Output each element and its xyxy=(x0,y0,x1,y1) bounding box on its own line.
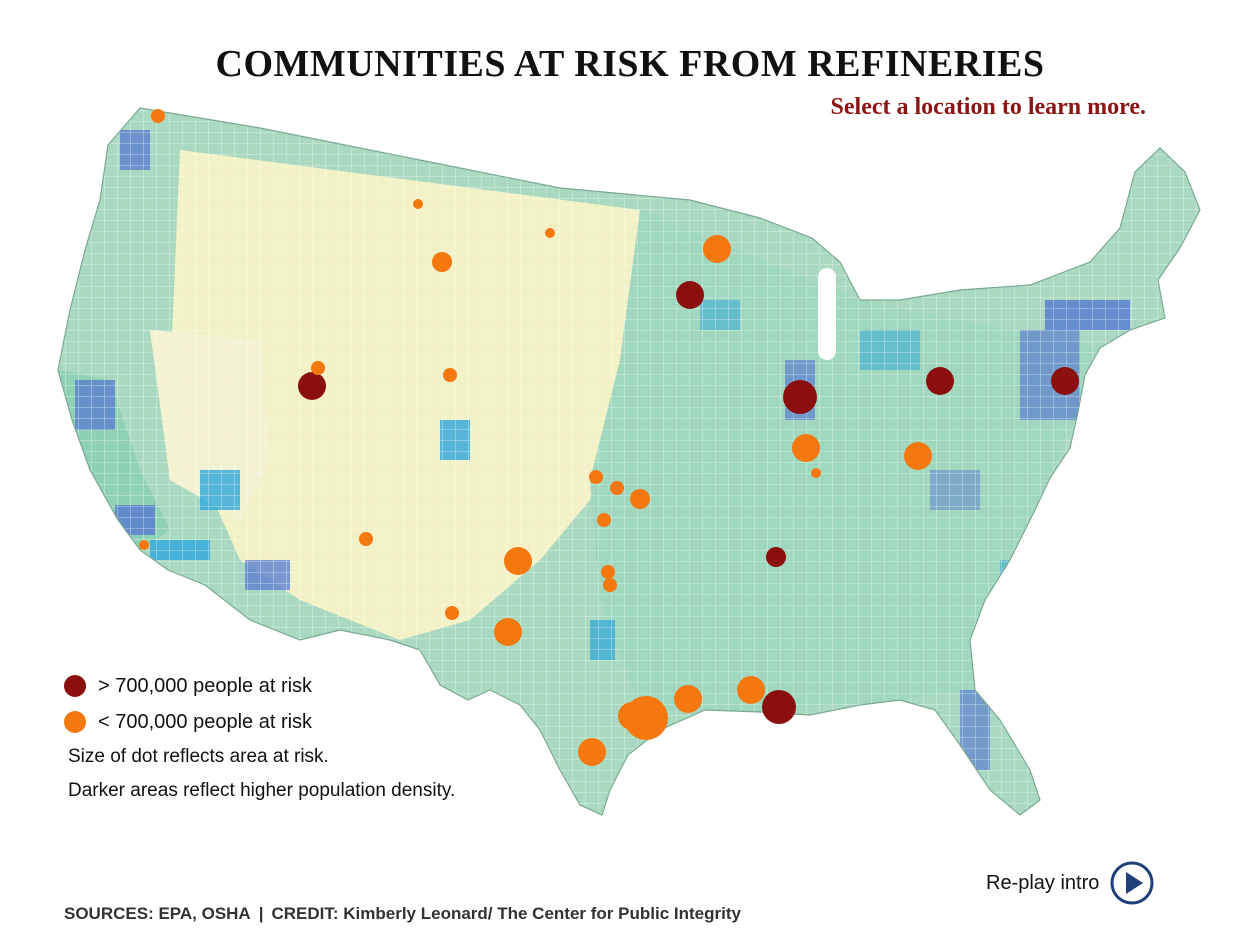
refinery-dot-coffeyville-ks[interactable] xyxy=(630,489,650,509)
footer-credits: SOURCES: EPA, OSHA | CREDIT: Kimberly Leon… xyxy=(64,904,741,924)
refinery-dot-port-arthur-tx[interactable] xyxy=(674,685,702,713)
low-risk-dot-icon xyxy=(64,711,86,733)
refinery-dot-mandan-nd[interactable] xyxy=(545,228,555,238)
refinery-dot-el-dorado-ks[interactable] xyxy=(610,481,624,495)
refinery-dot-chicago-il[interactable] xyxy=(783,380,817,414)
refinery-dot-salt-lake-city-ut[interactable] xyxy=(298,372,326,400)
refinery-dot-superior-wi[interactable] xyxy=(703,235,731,263)
legend-high-risk: > 700,000 people at risk xyxy=(64,668,455,704)
select-location-prompt: Select a location to learn more. xyxy=(830,94,1146,120)
refinery-dot-lake-charles-la[interactable] xyxy=(737,676,765,704)
refinery-dot-cheyenne-wy[interactable] xyxy=(443,368,457,382)
refinery-dot-mcpherson-ks[interactable] xyxy=(589,470,603,484)
refinery-dot-wood-river-il[interactable] xyxy=(811,468,821,478)
refinery-dot-woods-cross-ut[interactable] xyxy=(311,361,325,375)
footer-separator: | xyxy=(258,904,264,923)
play-icon xyxy=(1110,861,1154,905)
replay-intro-button[interactable]: Re-play intro xyxy=(986,860,1155,906)
refinery-dot-corpus-christi-tx[interactable] xyxy=(578,738,606,766)
legend: > 700,000 people at risk < 700,000 peopl… xyxy=(64,668,455,808)
replay-intro-label: Re-play intro xyxy=(986,871,1100,894)
refinery-dot-baton-rouge-la[interactable] xyxy=(762,690,796,724)
legend-note-density: Darker areas reflect higher population d… xyxy=(68,780,456,801)
refinery-dot-ponca-city-ok[interactable] xyxy=(597,513,611,527)
legend-note-size: Size of dot reflects area at risk. xyxy=(68,746,329,767)
refinery-dot-houston-cluster[interactable] xyxy=(618,702,646,730)
refinery-dot-st-paul-mn[interactable] xyxy=(676,281,704,309)
refinery-dot-artesia-nm[interactable] xyxy=(445,606,459,620)
refinery-dot-el-dorado-ar[interactable] xyxy=(766,547,786,567)
refinery-dot-canton-oh[interactable] xyxy=(904,442,932,470)
refinery-dot-tulsa-ok[interactable] xyxy=(601,565,615,579)
legend-high-label: > 700,000 people at risk xyxy=(98,674,313,697)
legend-low-risk: < 700,000 people at risk xyxy=(64,704,455,740)
legend-low-label: < 700,000 people at risk xyxy=(98,710,313,733)
refinery-dot-big-spring-tx[interactable] xyxy=(494,618,522,646)
refinery-dot-great-falls-mt[interactable] xyxy=(413,199,423,209)
high-risk-dot-icon xyxy=(64,675,86,697)
page-title: COMMUNITIES AT RISK FROM REFINERIES xyxy=(215,43,1045,85)
refinery-dot-ardmore-ok[interactable] xyxy=(603,578,617,592)
footer-sources: SOURCES: EPA, OSHA xyxy=(64,904,251,923)
lake-michigan xyxy=(818,268,836,360)
refinery-dot-philadelphia-pa[interactable] xyxy=(1051,367,1079,395)
refinery-dot-billings-mt[interactable] xyxy=(432,252,452,272)
refinery-dot-anacortes-wa[interactable] xyxy=(151,109,165,123)
refinery-dot-bloomfield-nm[interactable] xyxy=(359,532,373,546)
refinery-dots xyxy=(139,109,1079,766)
refinery-dot-borger-tx[interactable] xyxy=(504,547,532,575)
footer-credit: CREDIT: Kimberly Leonard/ The Center for… xyxy=(271,904,741,923)
refinery-dot-robinson-il[interactable] xyxy=(792,434,820,462)
refinery-dot-toledo-oh[interactable] xyxy=(926,367,954,395)
refinery-dot-bakersfield-ca[interactable] xyxy=(139,540,149,550)
